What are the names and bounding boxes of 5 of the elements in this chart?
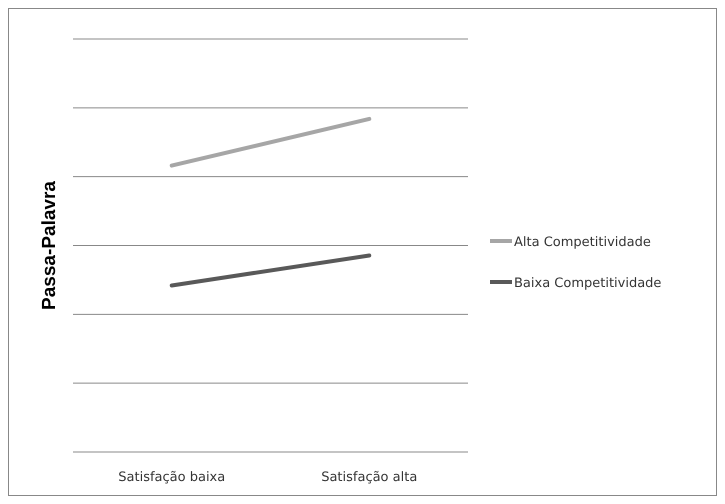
x-tick-label: Satisfação baixa: [118, 470, 226, 485]
legend-label: Baixa Competitividade: [514, 276, 662, 291]
x-tick-label: Satisfação alta: [321, 470, 418, 485]
legend-label: Alta Competitividade: [514, 235, 651, 250]
y-axis-title: Passa-Palavra: [39, 180, 60, 310]
